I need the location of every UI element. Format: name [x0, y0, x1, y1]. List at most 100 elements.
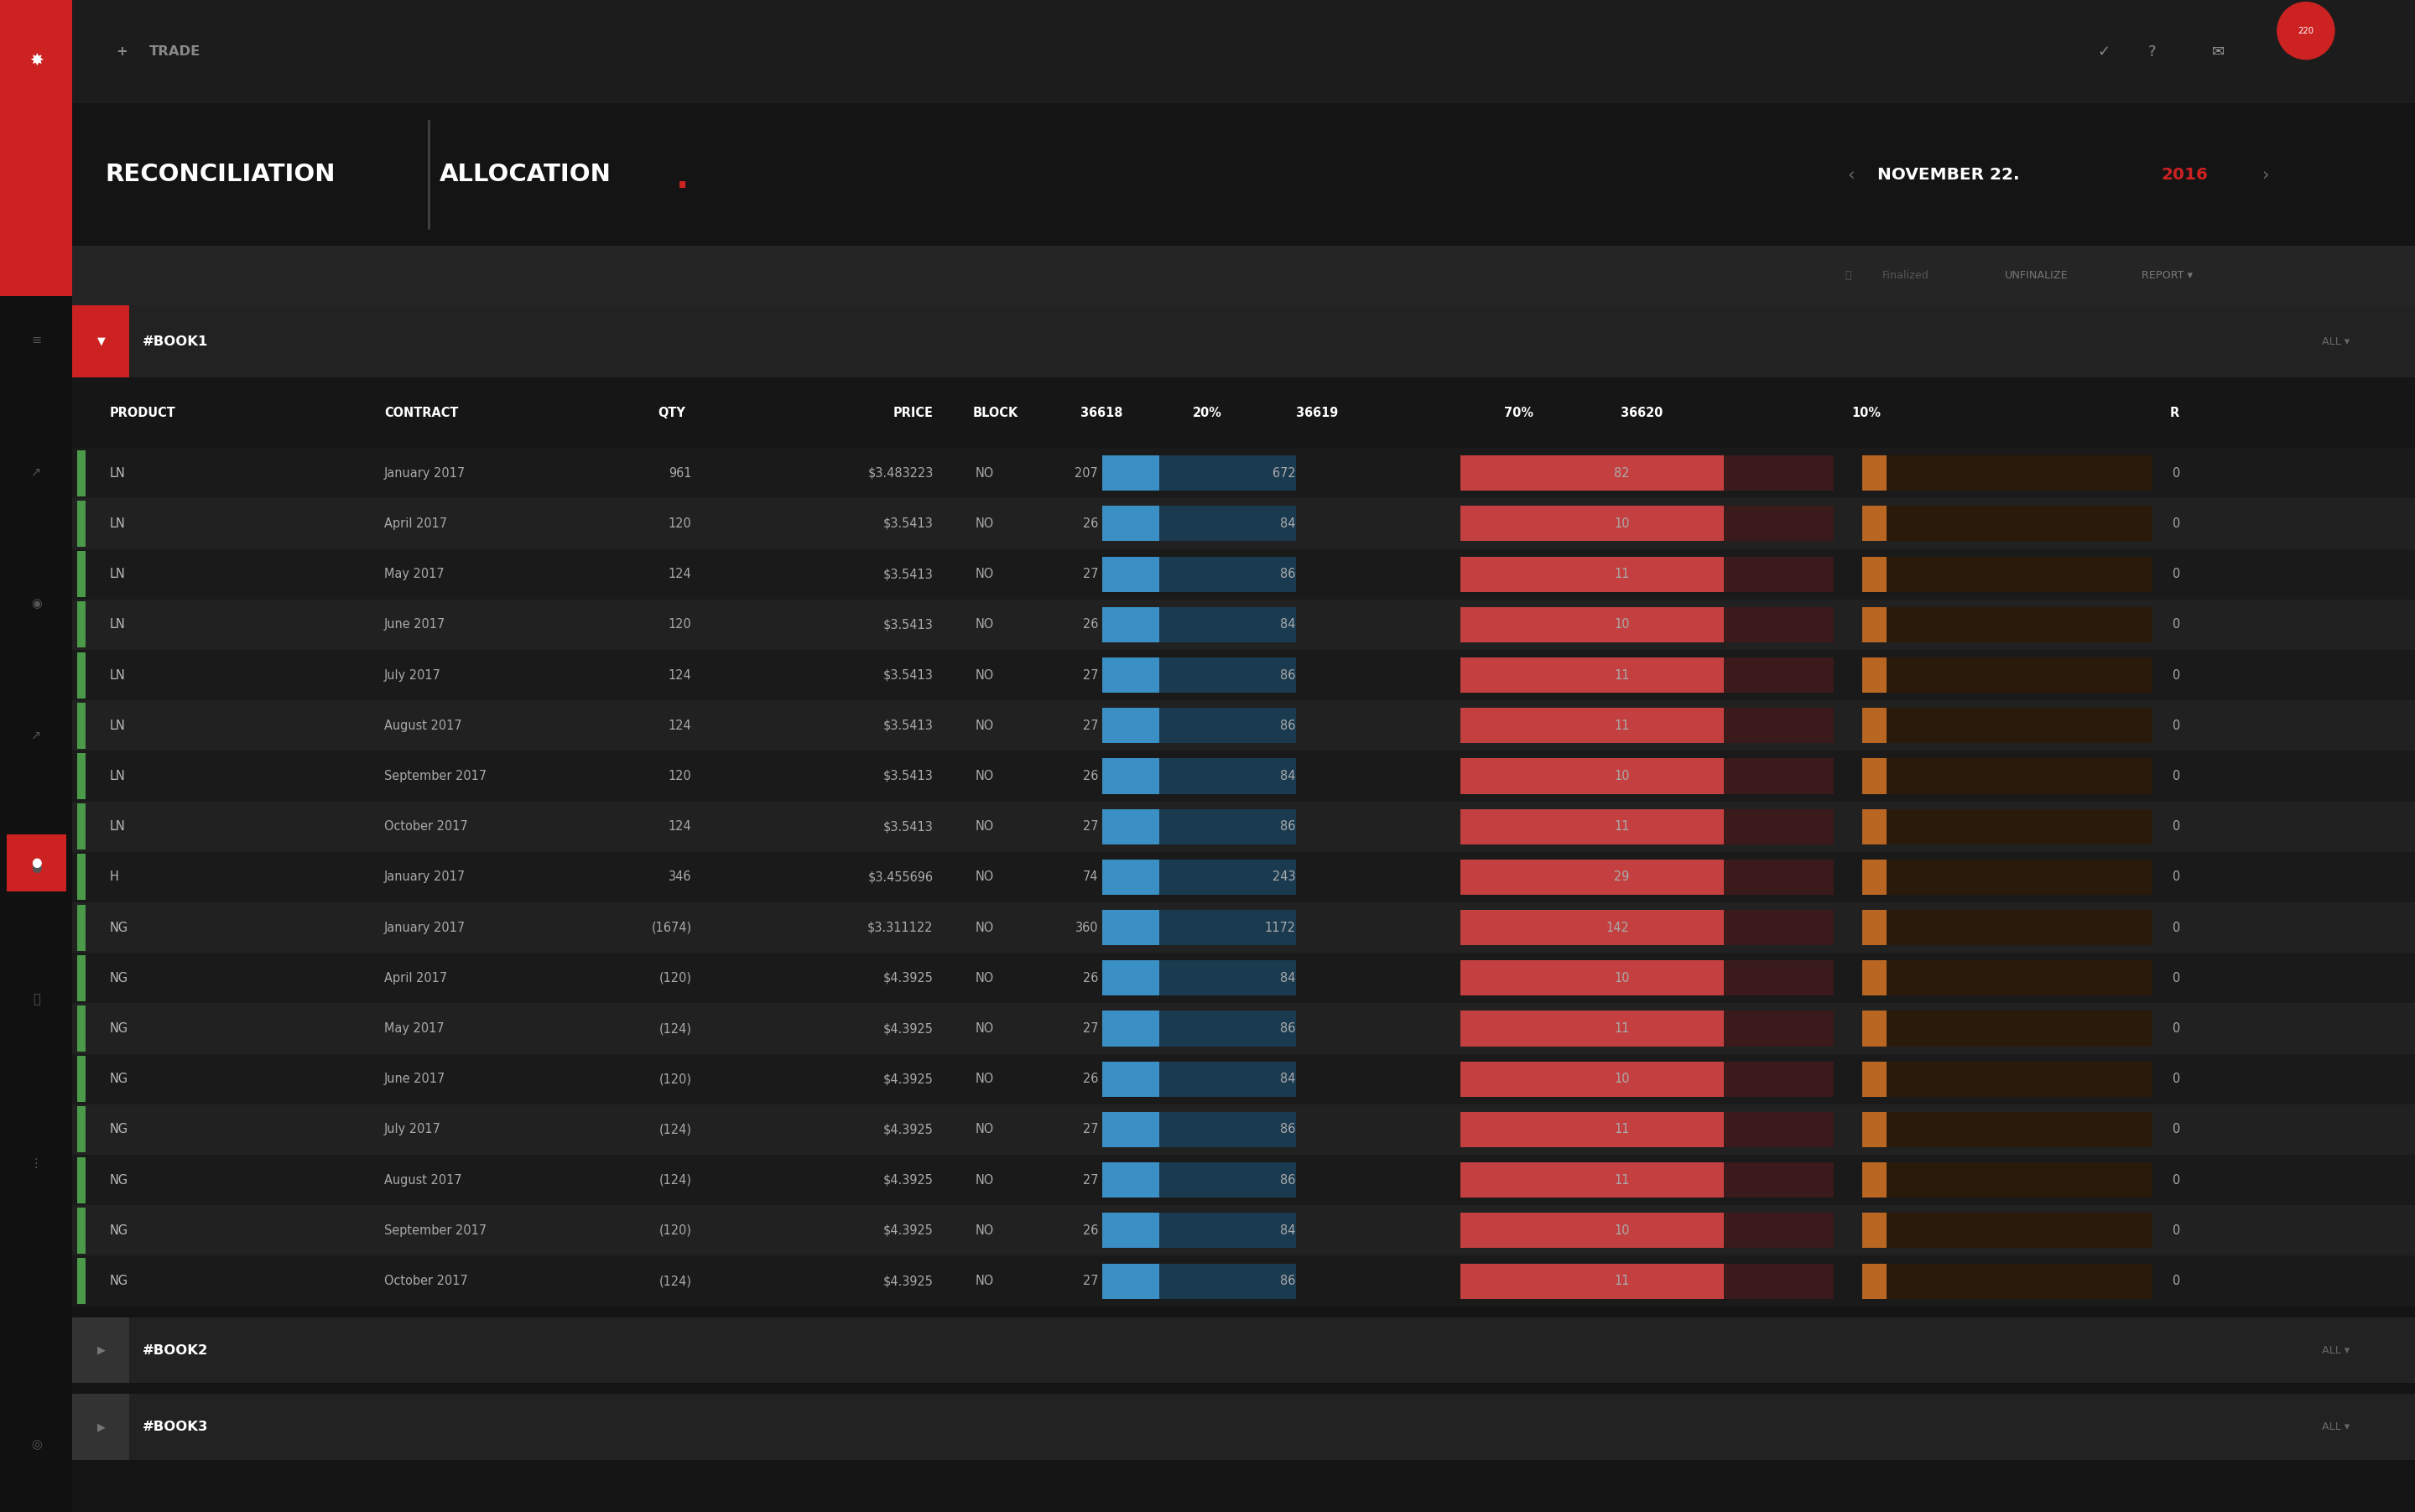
- Text: NO: NO: [976, 517, 993, 529]
- Bar: [77, 703, 85, 748]
- Bar: [1159, 809, 1297, 844]
- Text: 86: 86: [1280, 569, 1297, 581]
- Text: 27: 27: [1082, 668, 1099, 682]
- Text: 86: 86: [1280, 1275, 1297, 1287]
- Bar: [1886, 809, 2152, 844]
- Text: 0: 0: [2174, 467, 2181, 479]
- Text: BLOCK: BLOCK: [973, 407, 1019, 419]
- Text: ✓: ✓: [2099, 44, 2111, 59]
- Bar: [1159, 1061, 1297, 1096]
- Bar: [1862, 1264, 1886, 1299]
- Text: R: R: [2169, 407, 2178, 419]
- Text: 220: 220: [2299, 27, 2314, 35]
- Bar: [1886, 1111, 2152, 1148]
- Bar: [1724, 759, 1833, 794]
- Text: 10: 10: [1613, 1074, 1630, 1086]
- Bar: [1886, 910, 2152, 945]
- Text: Finalized: Finalized: [1881, 271, 1930, 281]
- Text: 124: 124: [669, 821, 691, 833]
- Bar: [1159, 556, 1297, 591]
- Bar: [72, 1155, 2415, 1205]
- Bar: [1724, 960, 1833, 996]
- Bar: [72, 1256, 2415, 1306]
- Text: #BOOK2: #BOOK2: [142, 1344, 208, 1356]
- Text: RECONCILIATION: RECONCILIATION: [106, 163, 336, 186]
- Text: ▶: ▶: [97, 1344, 106, 1356]
- Text: 27: 27: [1082, 1022, 1099, 1034]
- Text: 11: 11: [1613, 668, 1630, 682]
- Bar: [1461, 1163, 1724, 1198]
- Bar: [1886, 1213, 2152, 1249]
- Bar: [1724, 1163, 1833, 1198]
- Bar: [1886, 507, 2152, 541]
- Text: NO: NO: [976, 618, 993, 631]
- Text: LN: LN: [109, 618, 126, 631]
- Bar: [72, 499, 2415, 549]
- Text: NG: NG: [109, 921, 128, 934]
- Text: NO: NO: [976, 1275, 993, 1287]
- Text: January 2017: January 2017: [384, 871, 466, 883]
- Bar: [1461, 1264, 1724, 1299]
- Bar: [72, 1054, 2415, 1104]
- Bar: [1461, 455, 1724, 491]
- Text: ↗: ↗: [31, 466, 41, 478]
- Bar: [72, 0, 2415, 103]
- Text: (1674): (1674): [652, 921, 691, 934]
- Text: 27: 27: [1082, 720, 1099, 732]
- Text: 27: 27: [1082, 821, 1099, 833]
- Text: September 2017: September 2017: [384, 770, 488, 782]
- Bar: [1461, 759, 1724, 794]
- Bar: [72, 1004, 2415, 1054]
- Bar: [1159, 507, 1297, 541]
- Bar: [77, 1107, 85, 1152]
- Bar: [1461, 507, 1724, 541]
- Text: NG: NG: [109, 1074, 128, 1086]
- Bar: [1461, 658, 1724, 692]
- Text: 1172: 1172: [1265, 921, 1297, 934]
- Bar: [72, 650, 2415, 700]
- Text: 11: 11: [1613, 720, 1630, 732]
- Bar: [1101, 658, 1159, 692]
- Bar: [72, 378, 2415, 448]
- Text: 10: 10: [1613, 517, 1630, 529]
- Bar: [1101, 910, 1159, 945]
- Bar: [1862, 1061, 1886, 1096]
- Text: 207: 207: [1075, 467, 1099, 479]
- Text: 124: 124: [669, 720, 691, 732]
- Text: 0: 0: [2174, 1275, 2181, 1287]
- Text: NO: NO: [976, 1173, 993, 1187]
- Text: ≡: ≡: [31, 334, 41, 346]
- Bar: [1159, 859, 1297, 895]
- Text: 0: 0: [2174, 1123, 2181, 1136]
- Bar: [72, 1394, 2415, 1461]
- Bar: [77, 1258, 85, 1305]
- Bar: [72, 1317, 130, 1383]
- Bar: [1862, 556, 1886, 591]
- Text: 27: 27: [1082, 1123, 1099, 1136]
- Text: $3.455696: $3.455696: [867, 871, 932, 883]
- Text: $4.3925: $4.3925: [884, 1074, 932, 1086]
- Text: $3.311122: $3.311122: [867, 921, 932, 934]
- Text: August 2017: August 2017: [384, 1173, 461, 1187]
- Text: NO: NO: [976, 720, 993, 732]
- Bar: [77, 803, 85, 850]
- Bar: [1862, 759, 1886, 794]
- Text: ⋮: ⋮: [29, 1157, 43, 1170]
- Text: 26: 26: [1082, 770, 1099, 782]
- Bar: [1461, 1012, 1724, 1046]
- Bar: [1886, 708, 2152, 744]
- Text: 0: 0: [2174, 1173, 2181, 1187]
- Bar: [1862, 1111, 1886, 1148]
- Text: NO: NO: [976, 821, 993, 833]
- Bar: [77, 956, 85, 1001]
- Text: NO: NO: [976, 1225, 993, 1237]
- Text: 86: 86: [1280, 720, 1297, 732]
- Circle shape: [2277, 2, 2335, 59]
- Text: 10: 10: [1613, 1225, 1630, 1237]
- Text: PRICE: PRICE: [894, 407, 932, 419]
- Text: $3.5413: $3.5413: [884, 821, 932, 833]
- Bar: [1724, 910, 1833, 945]
- Bar: [1886, 556, 2152, 591]
- Text: ▶: ▶: [97, 1421, 106, 1432]
- Text: $3.5413: $3.5413: [884, 668, 932, 682]
